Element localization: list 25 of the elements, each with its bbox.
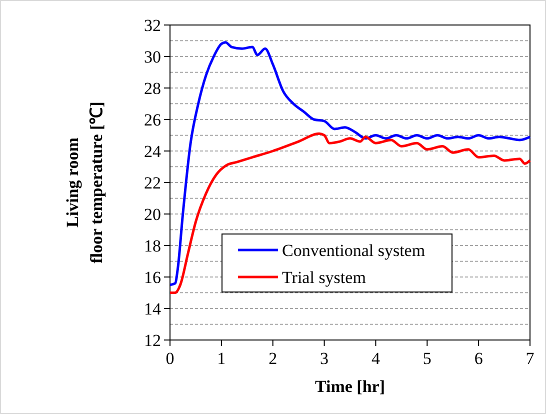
x-axis-title: Time [hr] bbox=[314, 377, 386, 396]
x-tick-label: 7 bbox=[526, 349, 535, 368]
y-tick-label: 20 bbox=[144, 204, 161, 224]
y-tick-label: 32 bbox=[144, 16, 161, 35]
y-tick-label: 12 bbox=[144, 330, 161, 350]
y-axis-title: Living room floor temperature [℃] bbox=[63, 102, 106, 264]
line-series bbox=[168, 132, 532, 294]
y-tick-label: 26 bbox=[144, 110, 161, 130]
y-tick-label: 14 bbox=[144, 299, 162, 318]
y-tick-label: 18 bbox=[144, 236, 161, 256]
legend-label: Conventional system bbox=[282, 240, 426, 260]
y-tick-label: 24 bbox=[144, 142, 162, 161]
legend-label: Trial system bbox=[282, 268, 366, 287]
y-tick-label: 30 bbox=[144, 47, 161, 66]
x-tick-label: 0 bbox=[166, 349, 174, 368]
y-tick-label: 16 bbox=[144, 268, 161, 287]
y-tick-label: 28 bbox=[144, 78, 161, 98]
line-series bbox=[168, 41, 532, 286]
x-tick-label: 2 bbox=[268, 349, 278, 368]
x-tick-label: 5 bbox=[422, 349, 432, 368]
x-tick-label: 1 bbox=[217, 349, 226, 368]
y-tick-label: 22 bbox=[144, 173, 161, 192]
x-tick-label: 4 bbox=[371, 349, 380, 368]
x-tick-label: 6 bbox=[474, 349, 483, 368]
x-tick-label: 3 bbox=[320, 349, 329, 368]
